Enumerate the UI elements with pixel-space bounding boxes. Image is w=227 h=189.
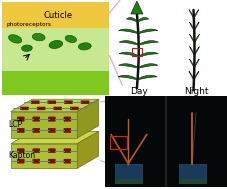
FancyBboxPatch shape: [64, 128, 71, 133]
FancyBboxPatch shape: [37, 107, 45, 110]
FancyBboxPatch shape: [64, 117, 71, 121]
Text: LCP: LCP: [9, 120, 23, 129]
Polygon shape: [118, 52, 138, 57]
Text: Day: Day: [130, 87, 148, 96]
FancyBboxPatch shape: [81, 101, 89, 104]
Polygon shape: [194, 47, 199, 56]
Polygon shape: [117, 75, 137, 80]
Bar: [109, 136, 126, 149]
FancyBboxPatch shape: [64, 101, 72, 104]
Polygon shape: [194, 34, 199, 43]
FancyBboxPatch shape: [17, 128, 24, 133]
FancyBboxPatch shape: [17, 117, 24, 121]
Ellipse shape: [22, 45, 32, 51]
Polygon shape: [188, 71, 193, 80]
FancyBboxPatch shape: [33, 117, 40, 121]
FancyBboxPatch shape: [31, 101, 39, 104]
FancyBboxPatch shape: [33, 159, 40, 163]
Polygon shape: [118, 64, 138, 68]
Polygon shape: [11, 112, 77, 138]
Bar: [2, 71, 109, 94]
Polygon shape: [130, 1, 142, 14]
Text: Night: Night: [183, 87, 207, 96]
Polygon shape: [118, 41, 138, 45]
Polygon shape: [137, 75, 157, 80]
Polygon shape: [188, 10, 193, 19]
Polygon shape: [77, 131, 98, 168]
Polygon shape: [189, 59, 193, 68]
Polygon shape: [118, 29, 138, 34]
Polygon shape: [77, 99, 98, 138]
Polygon shape: [137, 18, 148, 22]
FancyBboxPatch shape: [17, 159, 24, 163]
Bar: [131, 48, 141, 56]
Text: Kapton: Kapton: [9, 151, 36, 160]
Polygon shape: [193, 71, 198, 80]
Bar: [114, 163, 141, 184]
FancyBboxPatch shape: [70, 107, 78, 110]
FancyBboxPatch shape: [20, 107, 28, 110]
FancyBboxPatch shape: [64, 149, 71, 153]
Polygon shape: [138, 29, 157, 34]
Polygon shape: [11, 99, 98, 112]
Text: Cuticle: Cuticle: [43, 11, 72, 20]
FancyBboxPatch shape: [48, 128, 55, 133]
FancyBboxPatch shape: [53, 107, 62, 110]
Polygon shape: [138, 52, 158, 57]
Polygon shape: [188, 22, 193, 31]
Polygon shape: [193, 22, 198, 31]
FancyBboxPatch shape: [48, 159, 55, 163]
Bar: [114, 179, 141, 184]
FancyBboxPatch shape: [64, 159, 71, 163]
Ellipse shape: [32, 33, 45, 41]
Ellipse shape: [9, 35, 22, 43]
Ellipse shape: [78, 43, 91, 50]
Polygon shape: [189, 47, 194, 56]
Polygon shape: [11, 131, 98, 144]
Bar: [2, 2, 109, 28]
Polygon shape: [138, 41, 158, 45]
Text: photoreceptors: photoreceptors: [7, 22, 51, 27]
Polygon shape: [11, 144, 77, 168]
FancyBboxPatch shape: [48, 117, 55, 121]
Ellipse shape: [49, 40, 62, 48]
Polygon shape: [189, 34, 194, 43]
Polygon shape: [138, 64, 157, 68]
Polygon shape: [126, 18, 137, 22]
FancyBboxPatch shape: [33, 149, 40, 153]
Bar: [178, 163, 205, 184]
FancyBboxPatch shape: [48, 149, 55, 153]
FancyBboxPatch shape: [33, 128, 40, 133]
Bar: [178, 179, 205, 184]
Polygon shape: [193, 10, 198, 19]
Polygon shape: [193, 59, 198, 68]
FancyBboxPatch shape: [48, 101, 56, 104]
Bar: [2, 28, 109, 71]
FancyBboxPatch shape: [17, 149, 24, 153]
Ellipse shape: [65, 35, 76, 43]
